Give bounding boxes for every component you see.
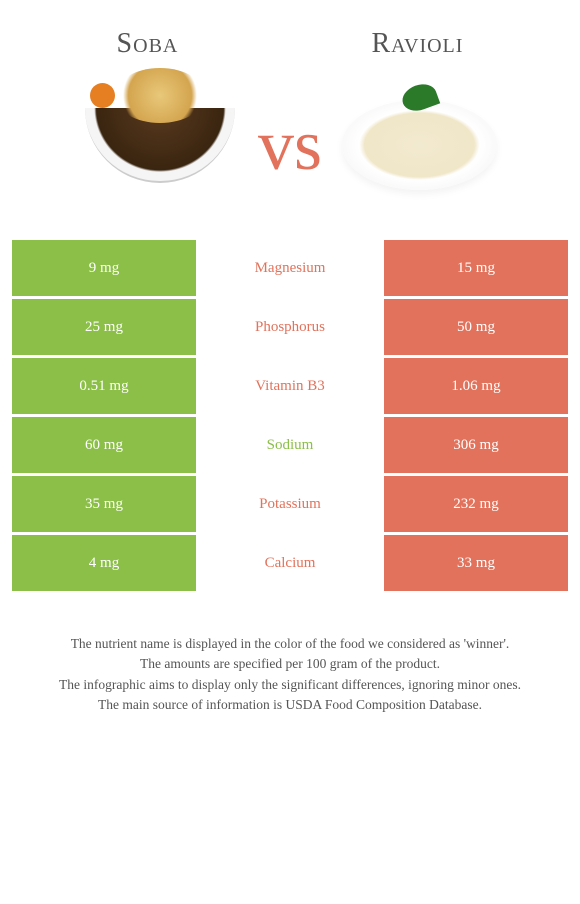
nutrient-label: Sodium — [198, 417, 382, 473]
left-value: 9 mg — [12, 240, 196, 296]
nutrient-label: Magnesium — [198, 240, 382, 296]
right-value: 50 mg — [384, 299, 568, 355]
table-row: 60 mg Sodium 306 mg — [12, 417, 568, 473]
right-value: 232 mg — [384, 476, 568, 532]
ravioli-plate-icon — [342, 100, 497, 190]
nutrient-label: Calcium — [198, 535, 382, 591]
vs-label: vs — [258, 104, 322, 187]
table-row: 4 mg Calcium 33 mg — [12, 535, 568, 591]
nutrient-label: Vitamin B3 — [198, 358, 382, 414]
right-value: 33 mg — [384, 535, 568, 591]
left-value: 0.51 mg — [12, 358, 196, 414]
nutrient-table: 9 mg Magnesium 15 mg 25 mg Phosphorus 50… — [0, 240, 580, 591]
right-value: 1.06 mg — [384, 358, 568, 414]
right-value: 306 mg — [384, 417, 568, 473]
left-food-title: Soba — [117, 28, 179, 60]
footer-line: The amounts are specified per 100 gram o… — [20, 654, 560, 674]
left-food-image — [73, 80, 248, 210]
nutrient-label: Phosphorus — [198, 299, 382, 355]
table-row: 25 mg Phosphorus 50 mg — [12, 299, 568, 355]
soba-bowl-icon — [85, 108, 235, 183]
left-value: 4 mg — [12, 535, 196, 591]
footer-notes: The nutrient name is displayed in the co… — [0, 594, 580, 735]
left-value: 35 mg — [12, 476, 196, 532]
nutrient-label: Potassium — [198, 476, 382, 532]
right-value: 15 mg — [384, 240, 568, 296]
table-row: 35 mg Potassium 232 mg — [12, 476, 568, 532]
left-value: 25 mg — [12, 299, 196, 355]
right-food-title: Ravioli — [371, 28, 463, 60]
table-row: 9 mg Magnesium 15 mg — [12, 240, 568, 296]
footer-line: The nutrient name is displayed in the co… — [20, 634, 560, 654]
compare-section: vs — [0, 70, 580, 240]
left-value: 60 mg — [12, 417, 196, 473]
header: Soba Ravioli — [0, 0, 580, 70]
footer-line: The main source of information is USDA F… — [20, 695, 560, 715]
table-row: 0.51 mg Vitamin B3 1.06 mg — [12, 358, 568, 414]
right-food-image — [332, 80, 507, 210]
footer-line: The infographic aims to display only the… — [20, 675, 560, 695]
